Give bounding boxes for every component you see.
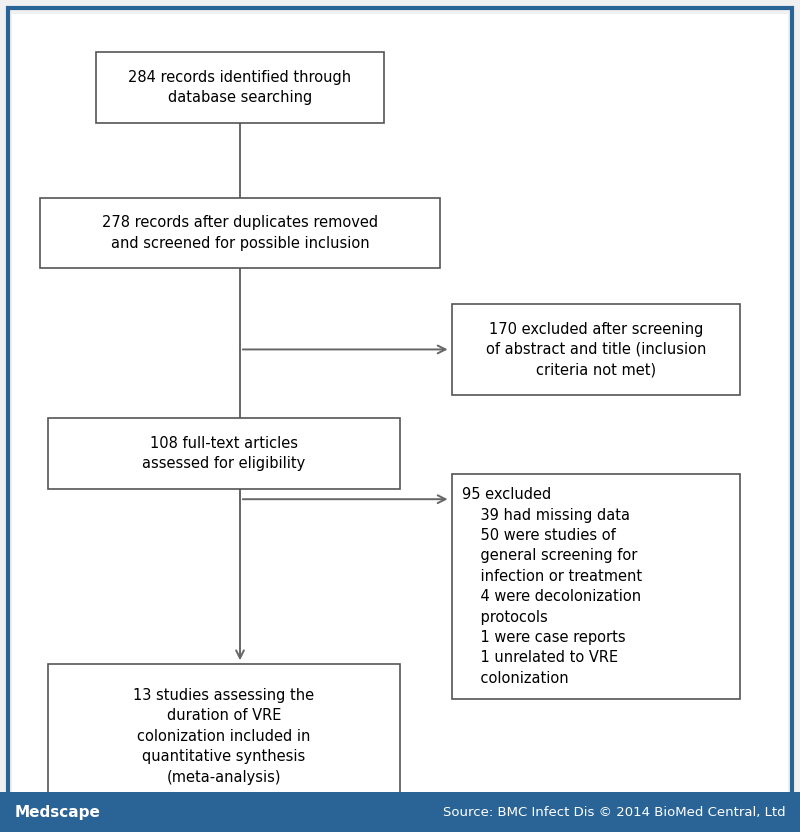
Bar bbox=[48, 664, 400, 809]
Text: Medscape: Medscape bbox=[14, 805, 100, 820]
Bar bbox=[96, 52, 384, 122]
Bar bbox=[452, 474, 740, 699]
Bar bbox=[452, 304, 740, 395]
Text: 278 records after duplicates removed
and screened for possible inclusion: 278 records after duplicates removed and… bbox=[102, 215, 378, 250]
Text: 95 excluded
    39 had missing data
    50 were studies of
    general screening: 95 excluded 39 had missing data 50 were … bbox=[462, 488, 642, 686]
Text: 284 records identified through
database searching: 284 records identified through database … bbox=[129, 70, 351, 105]
Text: 170 excluded after screening
of abstract and title (inclusion
criteria not met): 170 excluded after screening of abstract… bbox=[486, 321, 706, 378]
Text: 13 studies assessing the
duration of VRE
colonization included in
quantitative s: 13 studies assessing the duration of VRE… bbox=[134, 688, 314, 785]
Bar bbox=[48, 418, 400, 488]
Bar bbox=[0, 792, 800, 832]
Text: 108 full-text articles
assessed for eligibility: 108 full-text articles assessed for elig… bbox=[142, 436, 306, 471]
Text: Source: BMC Infect Dis © 2014 BioMed Central, Ltd: Source: BMC Infect Dis © 2014 BioMed Cen… bbox=[443, 805, 786, 819]
Bar bbox=[40, 198, 440, 268]
